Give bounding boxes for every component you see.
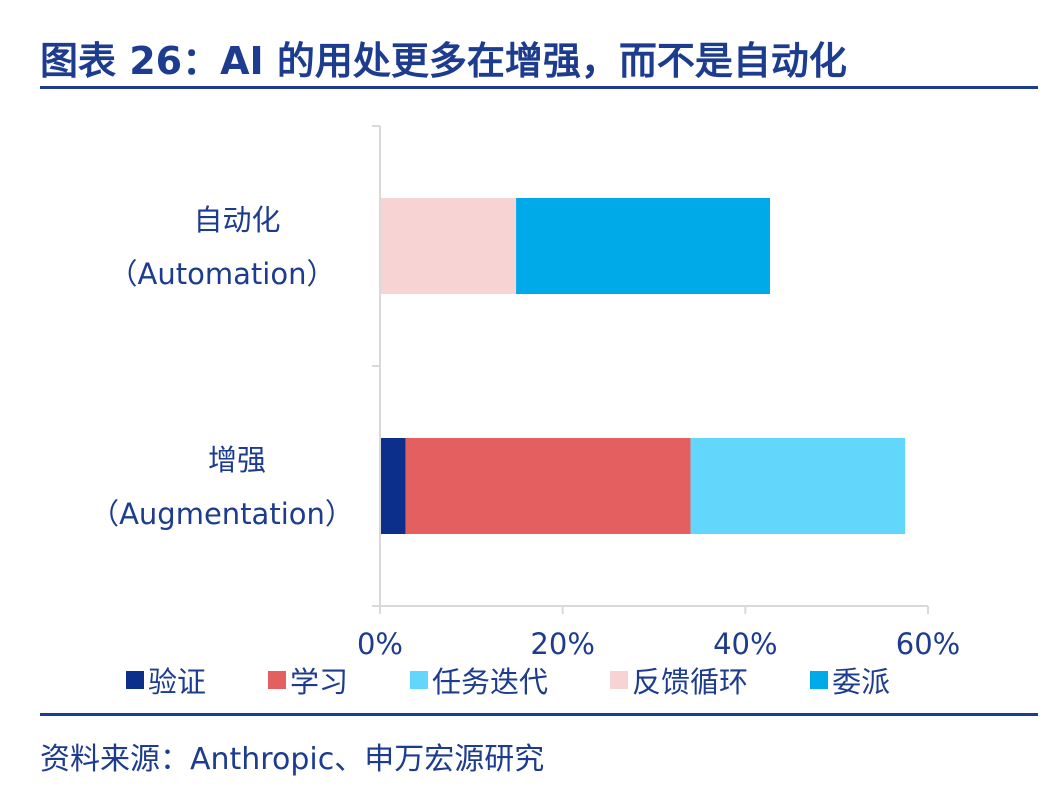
bar-0-4: [516, 198, 770, 294]
x-tick-label-3: 60%: [896, 627, 960, 660]
legend: 验证 学习 任务迭代 反馈循环 委派: [126, 660, 952, 700]
source-note: 资料来源：Anthropic、申万宏源研究: [40, 742, 545, 777]
legend-item-4: 委派: [810, 659, 890, 701]
category-sublabel-0: （Automation）: [109, 257, 336, 291]
bar-1-1: [405, 438, 691, 534]
bar-1-0: [380, 438, 406, 534]
legend-label-4: 委派: [832, 665, 891, 699]
stacked-bar-chart: 自动化 （Automation） 增强 （Augmentation） 0% 20% 40%…: [90, 125, 960, 660]
legend-label-3: 反馈循环: [632, 665, 749, 699]
category-labels: 自动化 （Automation） 增强 （Augmentation）: [90, 203, 354, 531]
title-divider: [40, 86, 1038, 89]
legend-swatch-0: [126, 671, 144, 689]
chart-axes: [372, 125, 929, 614]
x-tick-label-2: 40%: [713, 627, 777, 660]
x-tick-label-1: 20%: [530, 627, 594, 660]
legend-swatch-4: [810, 671, 829, 689]
page-title: 图表 26：AI 的用处更多在增强，而不是自动化: [40, 39, 847, 83]
category-sublabel-1: （Augmentation）: [90, 497, 354, 531]
legend-swatch-1: [268, 671, 287, 689]
legend-item-0: 验证: [126, 659, 206, 701]
legend-item-1: 学习: [268, 659, 348, 701]
legend-swatch-2: [410, 671, 429, 689]
legend-label-1: 学习: [290, 665, 349, 699]
footer-divider: [40, 713, 1038, 716]
legend-item-3: 反馈循环: [610, 659, 748, 701]
legend-label-2: 任务迭代: [432, 665, 549, 699]
x-tick-labels: 0% 20% 40% 60%: [357, 627, 960, 660]
legend-item-2: 任务迭代: [410, 659, 548, 701]
legend-label-0: 验证: [148, 665, 207, 699]
category-label-0: 自动化: [193, 203, 280, 237]
bar-1-2: [690, 438, 906, 534]
chart-bars: [380, 198, 906, 534]
category-label-1: 增强: [208, 443, 266, 477]
bar-0-3: [380, 198, 517, 294]
x-tick-label-0: 0%: [357, 627, 403, 660]
legend-swatch-3: [610, 671, 629, 689]
